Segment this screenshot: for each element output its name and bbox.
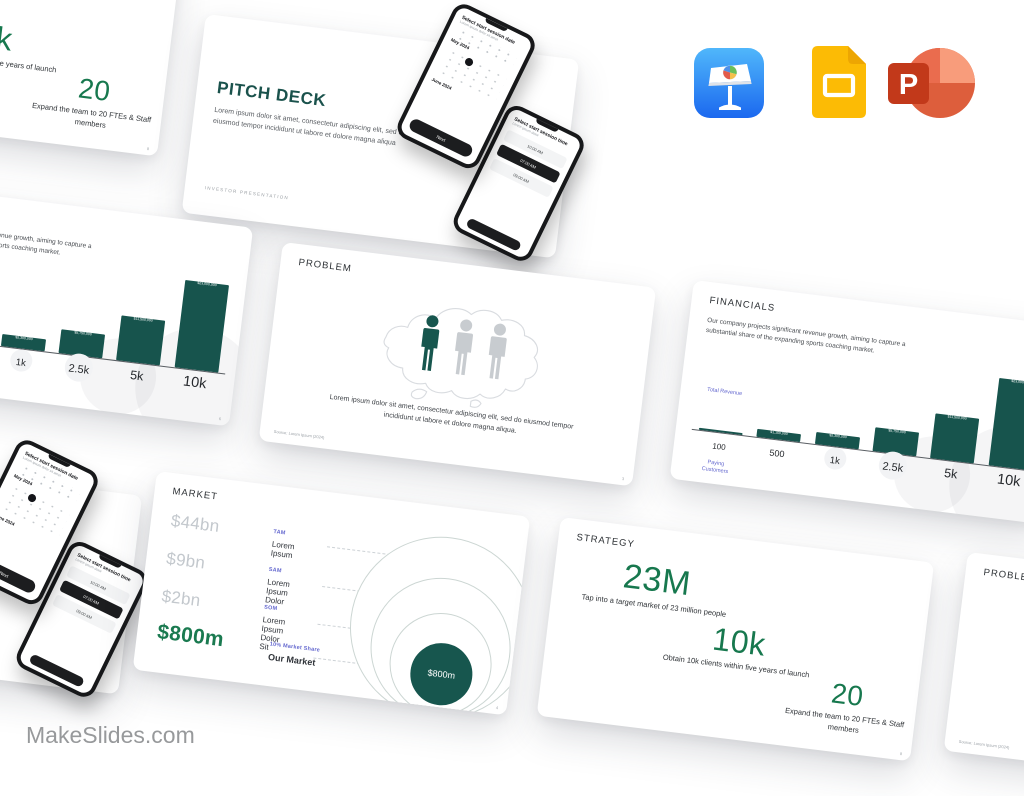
slide-heading: PROBLEM bbox=[982, 567, 1024, 585]
bubble-label: $800m bbox=[427, 667, 456, 681]
next-button[interactable]: Next bbox=[407, 117, 475, 159]
site-logo: MakeSlides.com bbox=[26, 722, 195, 748]
market-value: $44bn bbox=[169, 511, 221, 536]
page-number: 6 bbox=[218, 416, 221, 422]
slide-heading: STRATEGY bbox=[575, 532, 636, 551]
bar: $11,500,000 bbox=[116, 315, 166, 366]
market-label: SOM bbox=[263, 604, 278, 612]
market-value: $2bn bbox=[160, 586, 202, 611]
market-label: TAM bbox=[273, 528, 286, 537]
bar: $11,500,000 bbox=[930, 413, 980, 464]
region-map-outline bbox=[383, 308, 538, 408]
slide-heading: PITCH DECK bbox=[215, 77, 328, 111]
financials-body-text: Our company projects significant revenue… bbox=[0, 219, 92, 257]
bar: $23,000,000 bbox=[174, 279, 229, 373]
cover-footer-text: INVESTOR PRESENTATION bbox=[204, 185, 290, 201]
bar: $23,000,000 bbox=[988, 377, 1024, 471]
slide-cover[interactable]: PITCH DECK Lorem ipsum dolor sit amet, c… bbox=[181, 0, 589, 266]
svg-text:P: P bbox=[899, 69, 918, 101]
market-value: $800m bbox=[156, 620, 226, 652]
person-icon bbox=[452, 318, 475, 376]
slide-problem[interactable]: PROBLEM Lorem ipsum dolor sit amet, cons… bbox=[258, 242, 657, 487]
slide-heading: MARKET bbox=[171, 486, 219, 503]
strategy-metric: 10k Obtain 10k clients within five years… bbox=[0, 11, 67, 77]
market-value: $9bn bbox=[165, 548, 207, 573]
slide-financials[interactable]: FINANCIALS Our company projects signific… bbox=[669, 280, 1024, 525]
phone-footer-bar bbox=[465, 217, 522, 252]
page-number: 3 bbox=[621, 476, 624, 482]
market-label: SAM bbox=[268, 566, 282, 574]
strategy-metric: 23M Tap into a target market of 23 milli… bbox=[579, 554, 734, 621]
market-row-our-market: $800m 10% Market Share Our Market bbox=[156, 620, 320, 667]
strategy-metric: 10k Obtain 10k clients within five years… bbox=[656, 616, 821, 682]
keynote-icon[interactable] bbox=[694, 48, 764, 118]
source-note: Source: Lorem Ipsum (2024) bbox=[958, 739, 1010, 750]
slide-strategy-partial[interactable]: STRATEGY 23M Tap into a target market of… bbox=[0, 0, 182, 157]
page-number: 8 bbox=[146, 146, 149, 152]
x-axis-title: Paying Customers bbox=[701, 459, 729, 475]
page-number: 8 bbox=[899, 751, 902, 757]
slide-financials-partial[interactable]: FINANCIALS Our company projects signific… bbox=[0, 182, 254, 427]
metric-value: 10k bbox=[0, 15, 15, 58]
market-row-som: $2bn SOM Lorem Ipsum Dolor Sit bbox=[160, 586, 286, 652]
market-label: 10% Market Share bbox=[269, 641, 321, 654]
strategy-metric: 20 Expand the team to 20 FTEs & Staff me… bbox=[773, 673, 919, 743]
slide-strategy[interactable]: STRATEGY 23M Tap into a target market of… bbox=[536, 517, 935, 762]
page-number: 4 bbox=[495, 705, 498, 711]
market-row-tam: $44bn TAM Lorem Ipsum bbox=[169, 511, 295, 560]
people-icons bbox=[414, 313, 512, 382]
phone-footer-bar bbox=[28, 653, 85, 688]
calendar-selected-day[interactable] bbox=[26, 492, 38, 504]
strategy-metric: 20 Expand the team to 20 FTEs & Staff me… bbox=[20, 68, 166, 138]
calendar-selected-day[interactable] bbox=[463, 56, 475, 68]
next-button[interactable]: Next bbox=[0, 553, 38, 595]
google-slides-icon[interactable] bbox=[812, 46, 866, 118]
source-note: Source: Lorem Ipsum (2024) bbox=[273, 429, 325, 440]
powerpoint-icon[interactable]: P bbox=[886, 46, 976, 120]
slide-heading: PROBLEM bbox=[297, 257, 353, 275]
cover-body-text: Lorem ipsum dolor sit amet, consectetur … bbox=[212, 106, 407, 147]
slide-market[interactable]: MARKET $44bn TAM Lorem Ipsum $9bn SAM Lo… bbox=[132, 471, 531, 716]
slide-problem-partial[interactable]: PROBLEM Source: Lorem Ipsum (2024) bbox=[943, 552, 1024, 796]
slide-cover-partial[interactable]: PITCH DECK Lorem ipsum dolor sit amet, c… bbox=[0, 436, 152, 702]
market-row-sam: $9bn SAM Lorem Ipsum Dolor bbox=[165, 548, 290, 607]
calendar-month-label: June 2024 bbox=[430, 76, 453, 91]
market-name: Lorem Ipsum bbox=[270, 539, 296, 561]
slide-heading: FINANCIALS bbox=[708, 295, 776, 315]
